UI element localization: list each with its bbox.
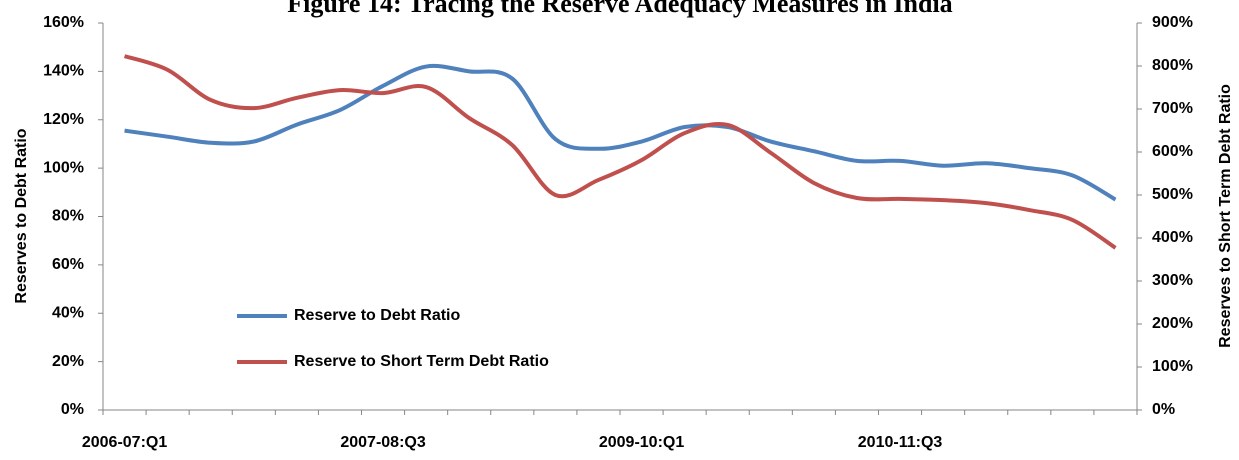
y2-tick-label: 100%: [1152, 358, 1193, 375]
y2-tick-label: 500%: [1152, 186, 1193, 203]
y2-tick-label: 200%: [1152, 315, 1193, 332]
y2-tick-label: 400%: [1152, 229, 1193, 246]
legend-label: Reserve to Short Term Debt Ratio: [294, 353, 549, 370]
y-tick-label: 0%: [61, 401, 84, 418]
series-line: [123, 54, 1117, 250]
y2-tick-label: 900%: [1152, 14, 1193, 31]
x-tick-label: 2009-10:Q1: [599, 434, 684, 451]
x-tick-label: 2010-11:Q3: [858, 434, 943, 451]
legend-label: Reserve to Debt Ratio: [294, 307, 460, 324]
y2-tick-label: 300%: [1152, 272, 1193, 289]
series-line: [124, 63, 1117, 202]
y-tick-label: 20%: [52, 353, 84, 370]
y-tick-label: 60%: [52, 256, 84, 273]
y-tick-label: 140%: [43, 63, 84, 80]
y-tick-label: 80%: [52, 208, 84, 225]
y2-tick-label: 800%: [1152, 57, 1193, 74]
x-tick-label: 2007-08:Q3: [340, 434, 425, 451]
y-tick-label: 40%: [52, 304, 84, 321]
chart-title: Figure 14: Tracing the Reserve Adequacy …: [287, 0, 952, 18]
y2-axis-title: Reserves to Short Term Debt Ratio: [1217, 84, 1234, 348]
y-tick-label: 100%: [43, 159, 84, 176]
y-tick-label: 160%: [43, 14, 84, 31]
x-tick-label: 2006-07:Q1: [82, 434, 167, 451]
y2-tick-label: 700%: [1152, 100, 1193, 117]
y-axis-title: Reserves to Debt Ratio: [13, 128, 30, 303]
y2-tick-label: 600%: [1152, 143, 1193, 160]
y2-tick-label: 0%: [1152, 401, 1175, 418]
y-tick-label: 120%: [43, 111, 84, 128]
